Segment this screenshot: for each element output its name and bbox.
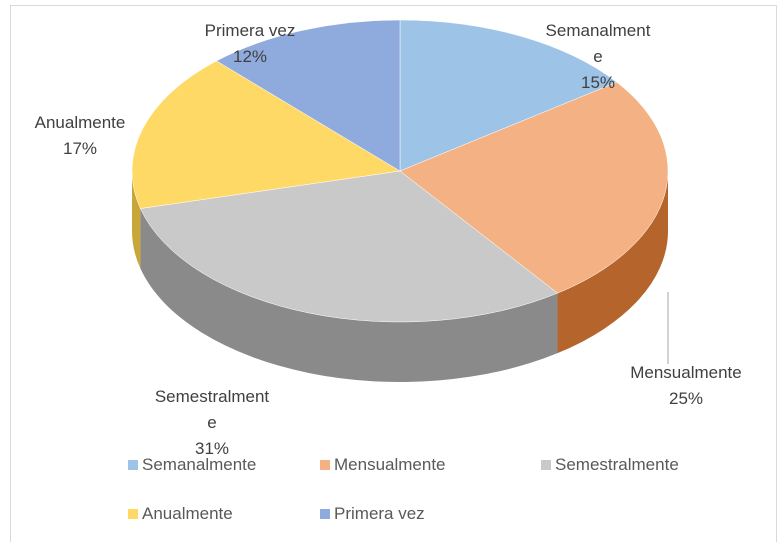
data-label-value: 17% [62,139,98,158]
legend-item: Primera vez [320,504,425,524]
legend-item: Mensualmente [320,455,446,475]
legend-label: Semanalmente [142,455,257,474]
chart-border [10,5,777,542]
legend-label: Anualmente [142,504,233,523]
data-label: Semanalmente 15% [542,18,654,96]
legend-item: Semestralmente [541,455,679,475]
data-label: Anualmente 17% [10,110,150,162]
data-label-value: 25% [668,389,704,408]
data-label-name: Mensualmente [630,363,742,382]
slice [216,19,401,172]
data-label: Semestralmente 31% [151,384,273,462]
legend-item: Semanalmente [128,455,256,475]
legend-swatch [320,460,330,470]
legend-label: Mensualmente [334,455,446,474]
legend-label: Semestralmente [555,455,679,474]
data-label-name: Primera vez [204,21,296,40]
data-label-value: 12% [232,47,268,66]
slice [399,19,618,172]
data-label-name: Anualmente [34,113,126,132]
legend-item: Anualmente [128,504,233,524]
data-label-value: 15% [580,73,616,92]
slice [131,60,401,209]
legend-swatch [128,509,138,519]
slice-side [132,171,141,269]
data-label-name: Semestralmente [154,387,270,432]
legend-swatch [128,460,138,470]
slice-side [140,208,558,382]
legend-swatch [541,460,551,470]
slice [140,170,559,323]
legend-swatch [320,509,330,519]
data-label: Mensualmente 25% [606,360,766,412]
slice-side [557,171,668,354]
data-label-name: Semanalmente [545,21,651,66]
slice [399,81,669,294]
data-label-value: 31% [194,439,230,458]
data-label: Primera vez 12% [180,18,320,70]
legend-label: Primera vez [334,504,425,523]
